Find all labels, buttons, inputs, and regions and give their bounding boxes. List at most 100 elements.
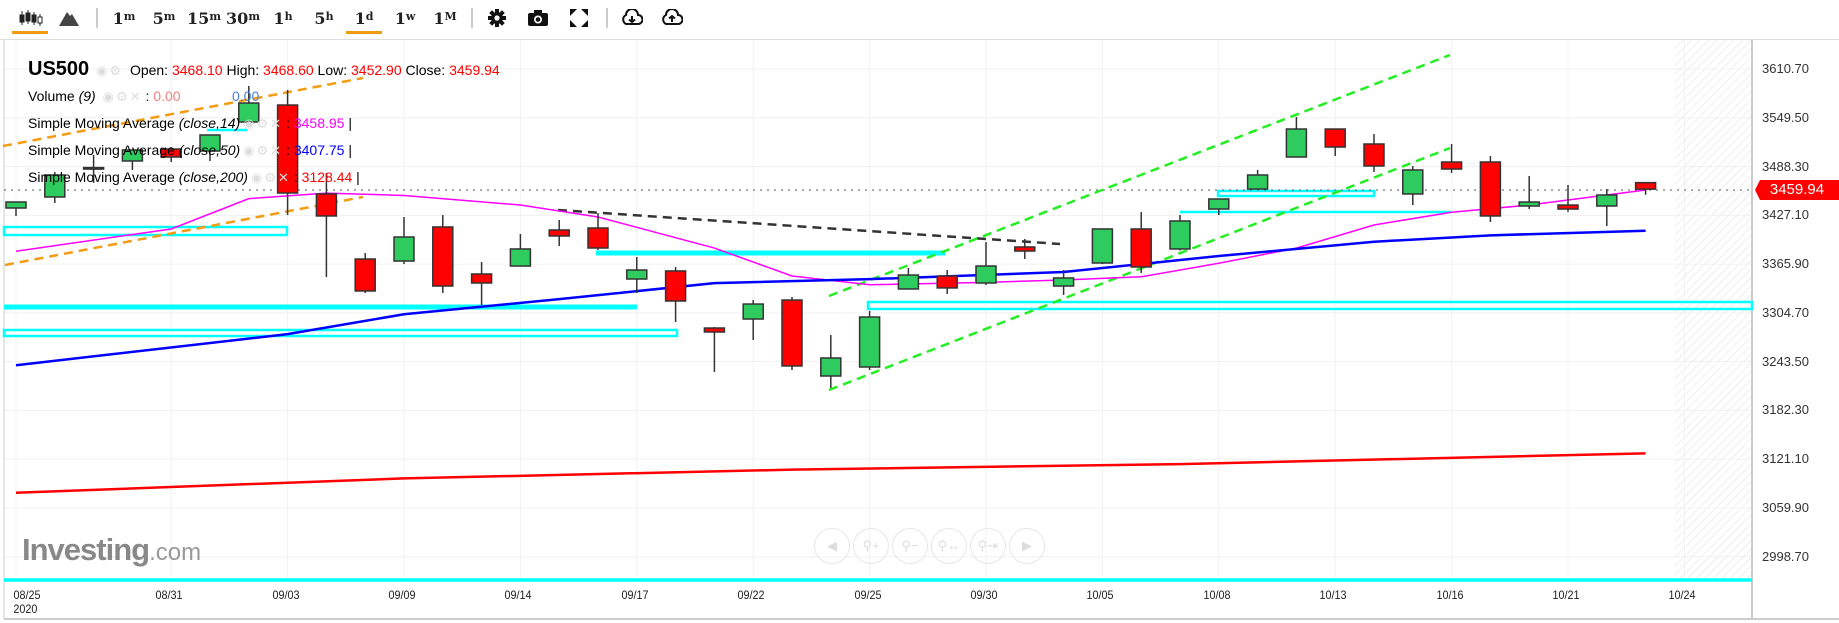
green-channel-upper[interactable] <box>828 53 1451 298</box>
volume-controls-icon[interactable]: ◉⚙✕ <box>102 89 143 104</box>
drawings[interactable] <box>2 53 1754 582</box>
chart-toolbar: 1 m 5 m 15 m 30 m 1 h 5 h 1 d 1 w 1 M <box>0 0 1839 40</box>
date-tick-label: 09/25 <box>854 588 882 602</box>
candle <box>897 268 920 290</box>
green-channel-lower[interactable] <box>828 146 1451 392</box>
candle-body <box>1363 143 1385 167</box>
candle <box>548 220 570 247</box>
price-tick-label: 3121.10 <box>1762 451 1809 467</box>
date-tick-label: 09/03 <box>272 588 300 602</box>
settings-button[interactable] <box>484 4 510 32</box>
fullscreen-button[interactable] <box>566 4 592 32</box>
date-tick-label: 10/21 <box>1552 588 1580 602</box>
timeframe-unit: w <box>405 9 416 23</box>
zoom-reset-button[interactable]: ⚲⇥ <box>970 528 1006 564</box>
candle-body <box>315 193 338 217</box>
candle-body <box>1208 198 1230 210</box>
logo-brand: Investing <box>22 532 150 567</box>
timeframe-unit: h <box>325 9 334 23</box>
candlestick-chart-button[interactable] <box>14 4 48 32</box>
black-trendline[interactable] <box>557 208 1061 246</box>
arrow-right-icon: ▶ <box>1022 538 1032 553</box>
candles <box>5 85 1657 388</box>
drawn-zone-rectangle[interactable] <box>866 300 1754 311</box>
candle <box>82 154 105 183</box>
scroll-left-button[interactable]: ◀ <box>814 528 850 564</box>
volume-label: Volume <box>28 88 75 104</box>
sma-label: Simple Moving Average <box>28 169 175 185</box>
legend-sma-2: Simple Moving Average (close,200) ◉⚙✕: 31… <box>28 169 360 185</box>
screenshot-button[interactable] <box>524 4 552 32</box>
legend-main: US500 ◉⚙ Open: 3468.10 High: 3468.60 Low… <box>28 58 500 81</box>
sma-controls-icon[interactable]: ◉⚙✕ <box>250 170 291 185</box>
zoom-out-button[interactable]: ⚲− <box>892 528 928 564</box>
candle-body <box>664 270 687 302</box>
candle-body <box>509 248 532 267</box>
candle <box>121 149 144 170</box>
date-tick-label: 08/25 <box>13 588 41 602</box>
zoom-in-button[interactable]: ⚲+ <box>853 528 889 564</box>
zoom-expand-icon: ⚲↔ <box>937 538 961 553</box>
download-button[interactable] <box>619 4 645 32</box>
candle <box>1246 169 1269 190</box>
timeframe-number: 1 <box>112 8 124 28</box>
candle <box>975 242 997 285</box>
orange-trendline-lower[interactable] <box>4 195 364 267</box>
candle-body <box>160 148 182 158</box>
timeframe-unit: m <box>209 9 221 23</box>
candle-body <box>1518 201 1540 207</box>
upload-button[interactable] <box>659 4 685 32</box>
candle-body <box>1596 194 1618 207</box>
zoom-expand-button[interactable]: ⚲↔ <box>931 528 967 564</box>
candle-body <box>432 226 454 287</box>
sma-value: 3407.75 <box>293 142 345 158</box>
current-price-tag: 3459.94 <box>1755 180 1839 200</box>
sma-controls-icon[interactable]: ◉⚙✕ <box>243 116 284 131</box>
timeframe-number: 15 <box>187 8 210 28</box>
active-chart-type-indicator <box>12 31 48 34</box>
candle <box>781 297 803 371</box>
legend-sma-0: Simple Moving Average (close,14) ◉⚙✕: 345… <box>28 115 352 131</box>
candle <box>587 213 609 250</box>
sma-controls-icon[interactable]: ◉⚙✕ <box>243 143 284 158</box>
drawn-zone-rectangle[interactable] <box>2 328 679 338</box>
candle-body <box>1091 228 1114 264</box>
candle <box>1052 270 1075 295</box>
date-tick-label: 10/05 <box>1086 588 1114 602</box>
close-label: Close: <box>405 62 446 78</box>
candle-body <box>199 134 221 152</box>
zoom-in-icon: ⚲+ <box>862 538 880 553</box>
candle <box>1091 228 1114 265</box>
sma-params: (close,50) <box>178 142 241 158</box>
drawn-zone-rectangle[interactable] <box>1216 189 1376 198</box>
legend-volume: Volume (9) ◉⚙✕: 0.00 <box>28 88 181 104</box>
high-label: High: <box>226 62 260 78</box>
volume-bar-value: 0.00 <box>232 88 260 104</box>
candle <box>1557 184 1579 212</box>
timeframe-30m[interactable]: 30 m <box>225 4 261 32</box>
timeframe-unit: m <box>248 9 260 23</box>
candle <box>1285 116 1308 158</box>
volume-value: 0.00 <box>153 88 181 104</box>
scroll-right-button[interactable]: ▶ <box>1009 528 1045 564</box>
candle <box>1518 175 1540 210</box>
candle-body <box>975 265 997 284</box>
orange-trendline-upper[interactable] <box>2 76 364 148</box>
visibility-eye-icon[interactable]: ◉⚙ <box>96 63 124 78</box>
price-chart[interactable] <box>0 40 1839 623</box>
drawn-zone-rectangle[interactable] <box>2 225 289 237</box>
area-chart-button[interactable] <box>54 4 84 32</box>
candle-body <box>858 316 881 368</box>
candle <box>626 257 648 293</box>
candle-body <box>5 201 27 209</box>
candle-body <box>548 229 570 237</box>
candle <box>199 134 221 161</box>
timeframe-15m[interactable]: 15 m <box>186 4 222 32</box>
